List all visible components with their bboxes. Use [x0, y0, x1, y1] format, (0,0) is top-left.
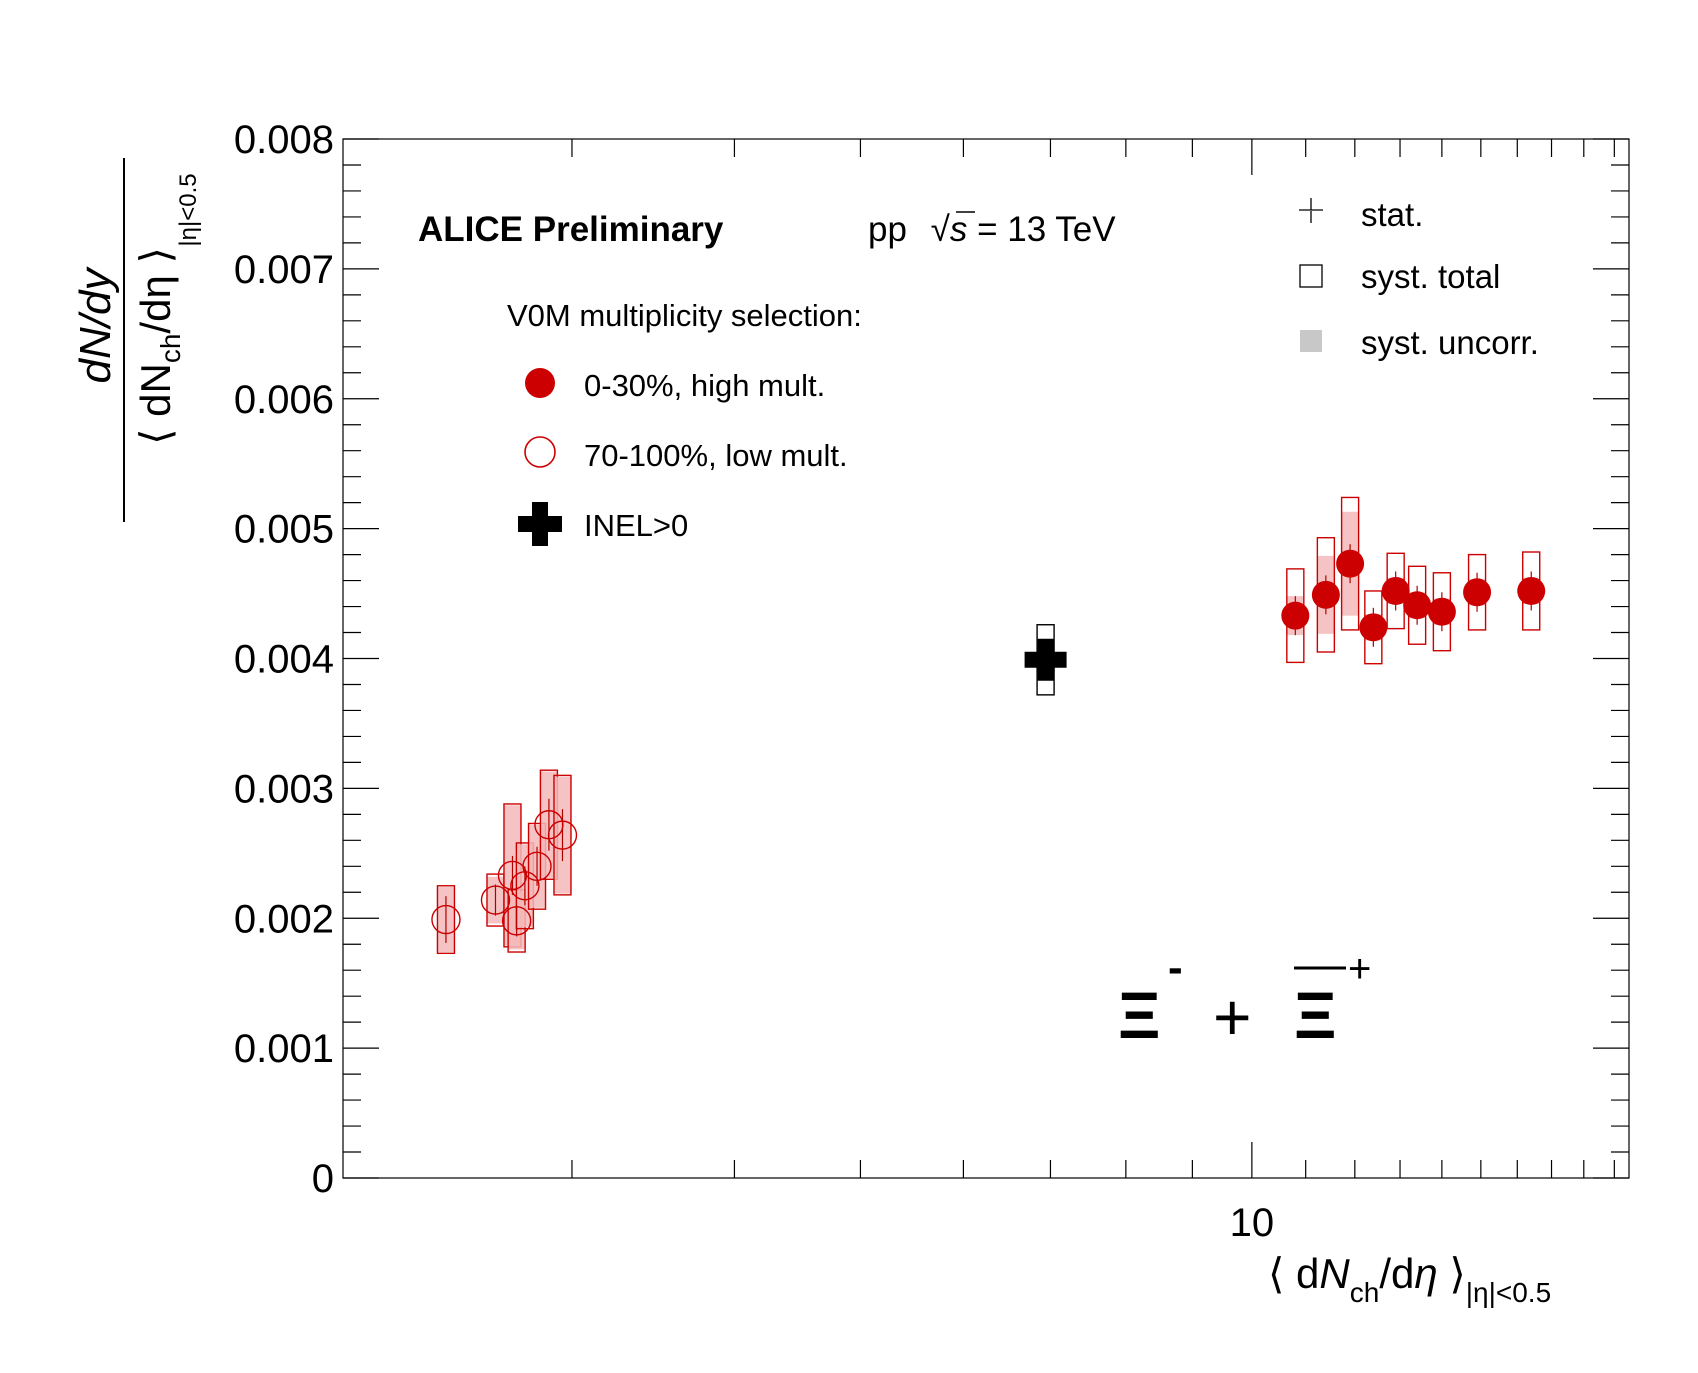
- data-point-inel: [1024, 638, 1067, 681]
- legend-item-stat: stat.: [1361, 196, 1423, 233]
- y-axis-label-den-mid: /dη ⟩: [132, 247, 179, 333]
- selection-title: V0M multiplicity selection:: [507, 298, 862, 333]
- data-point-high-mult: [1517, 576, 1546, 605]
- particle-anti-xi-charge: +: [1348, 947, 1371, 991]
- legend-item-low-mult: 70-100%, low mult.: [584, 438, 848, 473]
- data-point-high-mult: [1427, 597, 1456, 626]
- particle-xi-minus-charge: -: [1168, 943, 1183, 992]
- legend-open-circle-icon: [524, 436, 556, 468]
- data-point-low-mult: [501, 906, 532, 936]
- x-axis-label-sub: ch: [1350, 1277, 1380, 1308]
- x-axis-label: ⟨ dNch/dη ⟩|η|<0.5: [1268, 1250, 1551, 1308]
- svg-text:⟨ dNch/dη ⟩: ⟨ dNch/dη ⟩: [132, 247, 186, 445]
- data-point-low-mult: [522, 851, 552, 881]
- legend-filled-circle-icon: [525, 368, 555, 398]
- x-axis-label-post: ⟩: [1438, 1250, 1466, 1297]
- y-tick-label: 0.006: [234, 378, 334, 422]
- data-point-high-mult: [1463, 578, 1492, 607]
- syst-total-box: [436, 885, 456, 955]
- legend-item-syst-uncorr: syst. uncorr.: [1361, 324, 1539, 361]
- y-axis-label: dN/dy ⟨ dNch/dη ⟩ |η|<0.5: [71, 158, 202, 522]
- y-tick-label: 0.002: [234, 897, 334, 941]
- y-tick-label: 0.008: [234, 118, 334, 162]
- legend-syst-total-box-icon: [1299, 264, 1323, 288]
- x-axis-label-eta: η: [1414, 1250, 1437, 1297]
- data-point-high-mult: [1281, 601, 1310, 630]
- data-point-high-mult: [1403, 591, 1432, 620]
- data-point-low-mult: [480, 885, 511, 915]
- y-tick-label: 0.001: [234, 1027, 334, 1071]
- y-axis-label-numerator: dN/dy: [71, 266, 120, 384]
- data-point-low-mult: [510, 871, 540, 901]
- legend-right: stat. syst. total syst. uncorr.: [1299, 196, 1539, 361]
- x-axis-label-n: N: [1319, 1250, 1350, 1297]
- y-tick-label: 0.003: [234, 767, 334, 811]
- particle-plus-operator: +: [1213, 980, 1252, 1054]
- x-axis-label-sub2: |η|<0.5: [1466, 1277, 1551, 1308]
- data-point-high-mult: [1381, 576, 1410, 605]
- legend-left: 0-30%, high mult. 70-100%, low mult. INE…: [518, 368, 848, 546]
- data-point-low-mult: [431, 904, 461, 935]
- y-tick-label: 0.004: [234, 638, 334, 682]
- x-axis-label-mid: /d: [1379, 1250, 1414, 1297]
- legend-item-syst-total: syst. total: [1361, 258, 1500, 295]
- legend-item-high-mult: 0-30%, high mult.: [584, 368, 825, 403]
- legend-thick-cross-icon: [518, 502, 562, 546]
- legend-syst-uncorr-box-icon: [1300, 330, 1322, 352]
- data-point-high-mult: [1336, 549, 1365, 578]
- svg-text:⟨ dNch/dη ⟩|η|<0.5: ⟨ dNch/dη ⟩|η|<0.5: [1268, 1250, 1551, 1308]
- data-point-high-mult: [1311, 580, 1340, 609]
- particle-label: Ξ - + Ξ +: [1118, 943, 1371, 1054]
- x-tick-label: 10: [1230, 1201, 1275, 1245]
- x-axis-label-pre: ⟨ d: [1268, 1250, 1319, 1297]
- y-axis-label-den-sub: ch: [155, 334, 186, 364]
- data-point-high-mult: [1359, 613, 1388, 642]
- collision-system-label: pp √s = 13 TeV: [868, 210, 1116, 249]
- particle-xi-minus: Ξ: [1118, 978, 1160, 1052]
- y-tick-label: 0: [312, 1157, 334, 1201]
- legend-item-inel: INEL>0: [584, 508, 688, 543]
- particle-anti-xi: Ξ: [1294, 978, 1336, 1052]
- y-axis-label-den-pre: ⟨ dN: [132, 363, 179, 445]
- y-axis-label-den-sub2: |η|<0.5: [175, 173, 202, 246]
- experiment-label: ALICE Preliminary: [418, 210, 724, 249]
- data-point-low-mult: [547, 820, 578, 850]
- y-tick-label: 0.007: [234, 248, 334, 292]
- syst-total-box: [553, 774, 572, 896]
- y-tick-label: 0.005: [234, 508, 334, 552]
